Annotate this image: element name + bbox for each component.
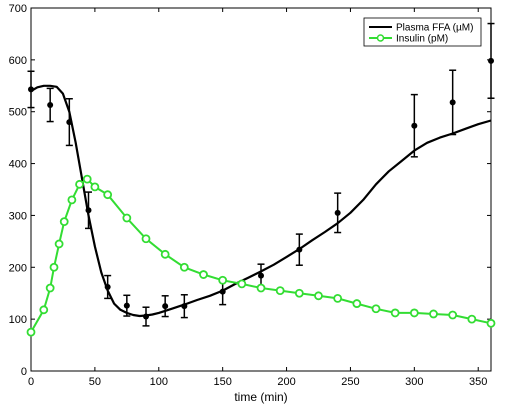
ffa-data-point bbox=[143, 313, 149, 320]
ffa-data-point bbox=[104, 283, 111, 290]
ffa-data-point bbox=[334, 209, 341, 216]
plot-area: 0 50 100 150 200 250 300 350 0 100 200 300 400 500 600… bbox=[9, 3, 492, 388]
x-tick-label: 350 bbox=[469, 376, 487, 388]
insulin-data-point bbox=[199, 270, 208, 279]
legend-entry-label: Plasma FFA (µM) bbox=[396, 23, 473, 34]
legend-marker bbox=[376, 34, 385, 42]
insulin-data-point bbox=[486, 318, 496, 328]
insulin-data-point bbox=[256, 283, 266, 293]
x-tick-label: 100 bbox=[150, 376, 168, 388]
ffa-data-point bbox=[411, 122, 418, 129]
legend-box bbox=[363, 17, 482, 47]
x-tick-label: 150 bbox=[213, 376, 231, 388]
y-tick-label: 700 bbox=[9, 3, 27, 15]
insulin-data-point bbox=[67, 195, 77, 205]
y-tick-label: 600 bbox=[9, 55, 27, 67]
insulin-data-point bbox=[141, 234, 151, 244]
insulin-data-point bbox=[448, 310, 458, 320]
insulin-data-point bbox=[122, 213, 132, 223]
insulin-data-point bbox=[54, 239, 64, 249]
insulin-data-point bbox=[103, 190, 113, 200]
insulin-data-point bbox=[294, 288, 304, 298]
x-axis-label: time (min) bbox=[234, 390, 287, 404]
ffa-data-point bbox=[219, 288, 226, 295]
insulin-data-point bbox=[237, 279, 247, 289]
ffa-data-point bbox=[488, 57, 494, 64]
series-line-ffa-model bbox=[30, 84, 492, 318]
series-layer bbox=[26, 22, 496, 337]
y-tick-label: 300 bbox=[9, 210, 27, 222]
x-tick-label: 0 bbox=[28, 376, 34, 388]
insulin-data-point bbox=[75, 179, 84, 189]
insulin-data-point bbox=[160, 249, 170, 259]
insulin-data-point bbox=[26, 327, 36, 337]
legend-entry-label: Insulin (pM) bbox=[396, 34, 448, 45]
insulin-data-point bbox=[333, 293, 343, 303]
insulin-data-point bbox=[90, 182, 100, 192]
ffa-data-point bbox=[181, 303, 188, 310]
ffa-data-point bbox=[47, 101, 54, 108]
y-tick-label: 400 bbox=[9, 159, 27, 171]
insulin-data-point bbox=[467, 314, 477, 324]
legend: Plasma FFA (µM)Insulin (pM) bbox=[363, 17, 482, 47]
ffa-data-point bbox=[28, 86, 34, 93]
y-tick-label: 200 bbox=[9, 262, 27, 274]
ffa-data-point bbox=[85, 207, 92, 214]
insulin-data-point bbox=[39, 305, 49, 315]
y-tick-label: 100 bbox=[9, 314, 27, 326]
insulin-data-point bbox=[179, 262, 189, 272]
insulin-data-point bbox=[314, 291, 323, 301]
insulin-data-point bbox=[352, 299, 362, 308]
ffa-data-point bbox=[449, 99, 456, 106]
ffa-data-point bbox=[162, 303, 169, 310]
ffa-data-point bbox=[258, 272, 264, 279]
ffa-data-point bbox=[123, 302, 130, 309]
insulin-data-point bbox=[59, 217, 69, 227]
x-tick-label: 200 bbox=[277, 376, 295, 388]
ffa-data-point bbox=[296, 246, 303, 253]
insulin-data-point bbox=[409, 308, 419, 318]
ffa-data-point bbox=[66, 119, 73, 126]
x-tick-label: 50 bbox=[89, 376, 101, 388]
insulin-data-point bbox=[429, 309, 438, 319]
insulin-data-point bbox=[390, 308, 400, 318]
insulin-data-point bbox=[49, 262, 59, 272]
x-tick-label: 250 bbox=[341, 376, 359, 388]
insulin-data-point bbox=[371, 304, 381, 314]
y-tick-label: 500 bbox=[9, 107, 27, 119]
x-tick-label: 300 bbox=[405, 376, 423, 388]
insulin-data-point bbox=[275, 286, 285, 296]
insulin-data-point bbox=[218, 275, 228, 285]
insulin-data-point bbox=[82, 174, 92, 184]
y-tick-label: 0 bbox=[21, 366, 27, 378]
insulin-data-point bbox=[45, 283, 55, 293]
